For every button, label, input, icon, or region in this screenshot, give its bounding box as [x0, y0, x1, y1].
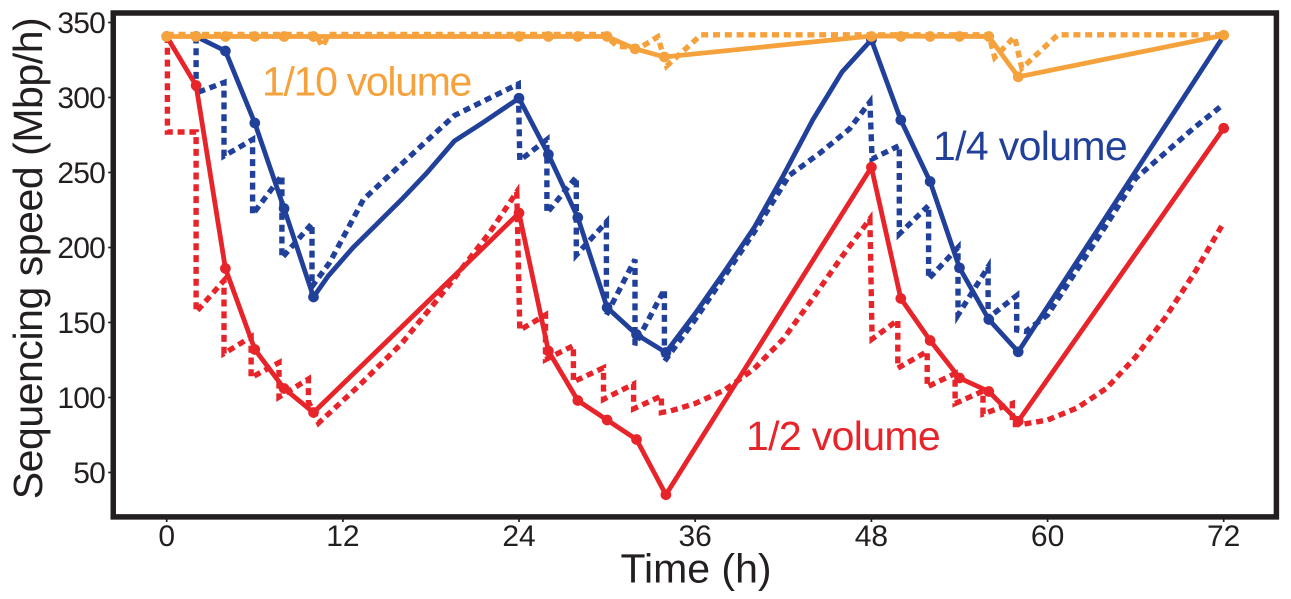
- svg-text:350: 350: [57, 7, 105, 40]
- svg-text:24: 24: [502, 520, 535, 553]
- svg-text:12: 12: [326, 520, 359, 553]
- svg-text:1/2 volume: 1/2 volume: [746, 413, 940, 459]
- svg-text:1/10 volume: 1/10 volume: [262, 58, 471, 104]
- svg-text:0: 0: [158, 520, 175, 553]
- svg-text:36: 36: [679, 520, 712, 553]
- svg-text:48: 48: [855, 520, 888, 553]
- svg-text:72: 72: [1207, 520, 1240, 553]
- svg-text:Time (h): Time (h): [620, 546, 771, 592]
- svg-text:50: 50: [73, 457, 105, 490]
- svg-text:150: 150: [57, 307, 105, 340]
- svg-text:Sequencing speed (Mbp/h): Sequencing speed (Mbp/h): [5, 18, 51, 500]
- svg-text:1/4 volume: 1/4 volume: [933, 123, 1127, 169]
- svg-text:200: 200: [57, 232, 105, 265]
- svg-text:60: 60: [1031, 520, 1064, 553]
- svg-text:250: 250: [57, 157, 105, 190]
- svg-text:100: 100: [57, 382, 105, 415]
- svg-text:300: 300: [57, 82, 105, 115]
